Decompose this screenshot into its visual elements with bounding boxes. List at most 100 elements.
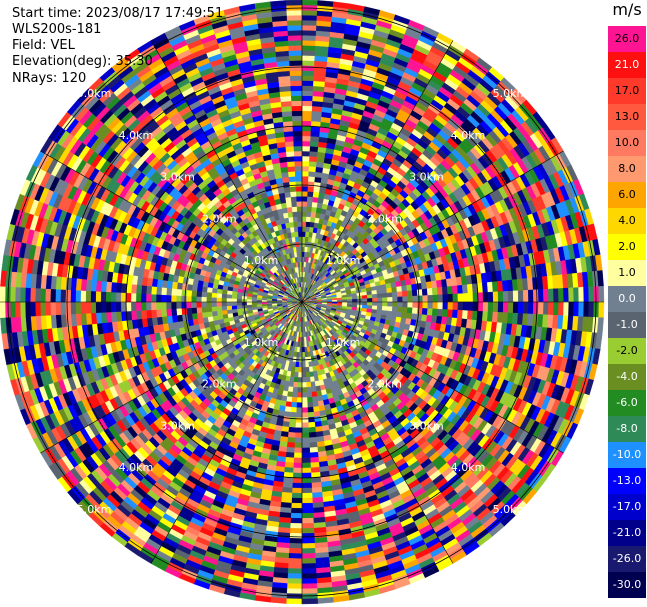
velocity-gate — [442, 301, 449, 310]
velocity-gate — [301, 497, 313, 504]
velocity-gate — [308, 431, 317, 438]
velocity-gate — [432, 301, 439, 310]
velocity-gate — [301, 80, 314, 87]
velocity-gate — [301, 352, 306, 358]
velocity-gate — [301, 251, 305, 258]
velocity-gate — [301, 588, 318, 595]
velocity-gate — [288, 553, 303, 559]
velocity-gate — [301, 95, 314, 102]
velocity-gate — [382, 301, 388, 307]
velocity-gate — [588, 286, 595, 303]
velocity-gate — [304, 351, 309, 358]
velocity-gate — [462, 293, 469, 303]
velocity-gate — [308, 421, 316, 428]
velocity-gate — [371, 289, 378, 295]
velocity-gate — [305, 216, 312, 223]
velocity-gate — [296, 402, 303, 408]
velocity-gate — [292, 472, 303, 479]
velocity-gate — [402, 296, 408, 303]
velocity-gate — [367, 301, 373, 306]
velocity-gate — [297, 372, 303, 378]
velocity-gate — [456, 309, 464, 320]
velocity-gate — [457, 301, 464, 311]
velocity-gate — [301, 145, 311, 152]
velocity-gate — [381, 288, 388, 294]
velocity-gate — [301, 160, 310, 167]
velocity-gate — [301, 442, 310, 449]
velocity-gate — [341, 299, 348, 303]
velocity-gate — [301, 427, 310, 434]
velocity-gate — [301, 372, 307, 378]
velocity-gate — [466, 283, 474, 294]
velocity-gate — [294, 442, 303, 449]
velocity-gate — [301, 85, 314, 92]
velocity-gate — [301, 196, 308, 202]
velocity-gate — [287, 431, 296, 438]
ppi-scan-display: 1.0km2.0km3.0km4.0km5.0km1.0km2.0km3.0km… — [0, 0, 605, 605]
velocity-gate — [376, 289, 383, 295]
velocity-gate — [298, 362, 303, 368]
velocity-gate — [296, 397, 303, 403]
velocity-gate — [377, 301, 383, 307]
velocity-gate — [301, 0, 319, 6]
velocity-gate — [305, 366, 310, 373]
velocity-gate — [284, 456, 295, 464]
velocity-gate — [301, 527, 315, 534]
velocity-gate — [312, 401, 319, 408]
velocity-gate — [291, 497, 303, 504]
velocity-gate — [309, 155, 318, 163]
velocity-gate — [462, 301, 469, 311]
velocity-gate — [451, 285, 459, 295]
velocity-gate — [427, 294, 434, 303]
velocity-gate — [301, 231, 306, 237]
velocity-gate — [367, 298, 373, 303]
velocity-gate — [301, 165, 310, 172]
velocity-gate — [292, 482, 303, 489]
velocity-gate — [583, 301, 590, 318]
velocity-gate — [346, 301, 353, 305]
velocity-gate — [301, 29, 317, 36]
velocity-gate — [578, 286, 585, 303]
velocity-gate — [301, 437, 310, 444]
velocity-gate — [386, 292, 393, 298]
velocity-gate — [446, 285, 454, 295]
velocity-gate — [392, 296, 398, 303]
velocity-gate — [598, 285, 605, 303]
velocity-gate — [402, 301, 408, 308]
velocity-gate — [301, 14, 318, 21]
velocity-gate — [361, 294, 368, 300]
velocity-gate — [301, 140, 311, 147]
velocity-gate — [295, 422, 303, 429]
velocity-gate — [312, 406, 320, 413]
velocity-gate — [472, 292, 479, 303]
velocity-gate — [301, 75, 315, 82]
velocity-gate — [301, 175, 309, 182]
velocity-gate — [287, 568, 303, 575]
velocity-gate — [288, 421, 296, 428]
velocity-gate — [288, 548, 303, 554]
velocity-gate — [588, 301, 595, 318]
velocity-gate — [290, 502, 303, 509]
velocity-gate — [304, 346, 308, 353]
velocity-gate — [307, 186, 315, 193]
velocity-gate — [292, 477, 303, 484]
velocity-gate — [301, 170, 310, 177]
velocity-gate — [301, 382, 307, 388]
velocity-gate — [527, 289, 534, 303]
velocity-gate — [307, 191, 314, 198]
velocity-gate — [466, 310, 474, 321]
velocity-gate — [301, 34, 317, 41]
velocity-gate — [301, 100, 313, 107]
velocity-gate — [427, 301, 434, 310]
velocity-gate — [296, 392, 303, 398]
velocity-gate — [301, 40, 316, 46]
velocity-gate — [301, 50, 316, 56]
velocity-gate — [437, 301, 444, 310]
velocity-gate — [301, 55, 316, 61]
velocity-gate — [301, 472, 312, 479]
velocity-gate — [286, 396, 293, 403]
velocity-gate — [401, 307, 408, 314]
velocity-gate — [308, 176, 316, 183]
velocity-gate — [317, 0, 334, 7]
velocity-gate — [292, 386, 298, 393]
